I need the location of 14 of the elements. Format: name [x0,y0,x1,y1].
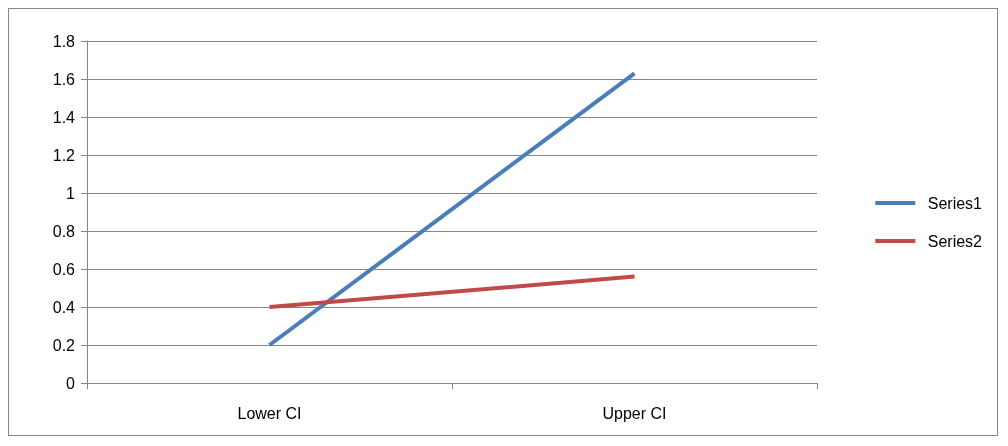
legend-label: Series1 [927,194,983,212]
y-tick-label: 1.8 [52,32,76,50]
y-tick-label: 1.6 [52,70,76,88]
x-tick-label: Upper CI [602,404,667,422]
y-tick-label: 0.6 [52,260,76,278]
x-tick-label: Lower CI [237,404,302,422]
y-tick-label: 1.2 [52,146,76,164]
y-tick-label: 0 [66,374,76,392]
y-tick-label: 0.4 [52,298,76,316]
y-tick-label: 1 [66,184,76,202]
y-tick-label: 1.4 [52,108,76,126]
y-tick-label: 0.8 [52,222,76,240]
y-tick-label: 0.2 [52,336,76,354]
legend-label: Series2 [927,232,983,250]
